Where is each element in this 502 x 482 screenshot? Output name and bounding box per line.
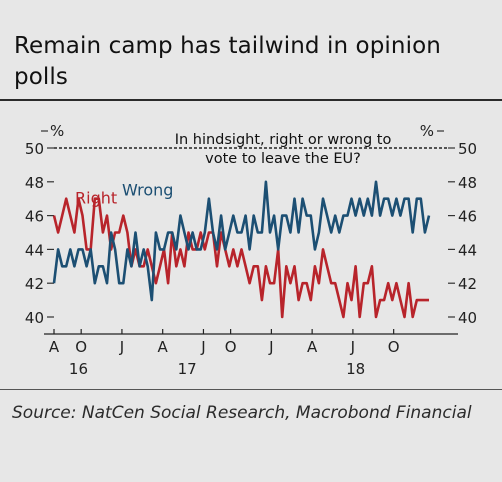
x-tick-label: J bbox=[268, 338, 273, 356]
series-line-right bbox=[52, 197, 429, 319]
y-tick-label-right: 48 bbox=[458, 174, 477, 192]
source-divider bbox=[0, 389, 502, 390]
y-tick-label-left: 46 bbox=[25, 208, 44, 226]
x-tick-label: A bbox=[307, 338, 318, 356]
y-tick-label-right: 46 bbox=[458, 208, 477, 226]
unit-label-right: % bbox=[420, 122, 434, 140]
x-tick-label: O bbox=[225, 338, 237, 356]
x-tick-label: O bbox=[388, 338, 400, 356]
series-line-wrong bbox=[52, 180, 431, 302]
chart-title-line-1: In hindsight, right or wrong to bbox=[175, 132, 392, 148]
chart-title-line-2: vote to leave the EU? bbox=[205, 151, 361, 167]
year-label: 16 bbox=[69, 360, 88, 378]
axes bbox=[41, 130, 458, 335]
y-tick-label-right: 42 bbox=[458, 275, 477, 293]
y-tick-label-left: 44 bbox=[25, 241, 44, 259]
y-tick-label-left: 42 bbox=[25, 275, 44, 293]
x-tick-label: J bbox=[200, 338, 205, 356]
source-note: Source: NatCen Social Research, Macrobon… bbox=[12, 403, 472, 423]
series-lines bbox=[52, 180, 431, 319]
series-label-right: Right bbox=[75, 189, 117, 208]
page-title: Remain camp has tailwind in opinion poll… bbox=[14, 33, 441, 90]
year-label: 17 bbox=[178, 360, 197, 378]
y-tick-label-left: 40 bbox=[25, 309, 44, 327]
x-tick-label: O bbox=[75, 338, 87, 356]
unit-label-left: % bbox=[50, 122, 64, 140]
x-tick-label: J bbox=[119, 338, 124, 356]
year-label: 18 bbox=[346, 360, 365, 378]
chart-labels: 40 40 42 42 44 44 46 46 48 48 50 50% % In hindsight, … bbox=[25, 122, 477, 378]
y-tick-label-left: 50 bbox=[25, 140, 44, 158]
line-chart: 40 40 42 42 44 44 46 46 48 48 50 50% % In hindsight, … bbox=[25, 122, 477, 378]
y-tick-label-left: 48 bbox=[25, 174, 44, 192]
y-tick-label-right: 40 bbox=[458, 309, 477, 327]
x-tick-label: A bbox=[158, 338, 169, 356]
y-tick-label-right: 50 bbox=[458, 140, 477, 158]
x-tick-label: A bbox=[49, 338, 60, 356]
x-tick-label: J bbox=[350, 338, 355, 356]
y-tick-label-right: 44 bbox=[458, 241, 477, 259]
series-label-wrong: Wrong bbox=[122, 180, 173, 199]
top-divider bbox=[0, 99, 502, 101]
